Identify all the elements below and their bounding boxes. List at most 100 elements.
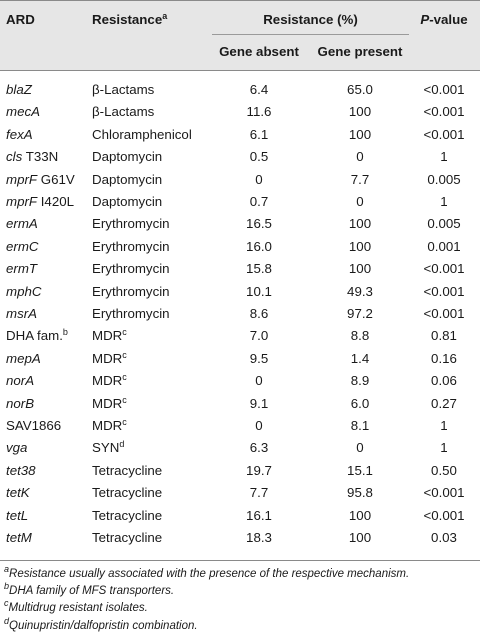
gene-absent-value: 9.5 xyxy=(249,350,269,366)
resistance-cell: Erythromycin xyxy=(92,239,170,255)
subheader-rule xyxy=(212,34,409,35)
resistance-class: Erythromycin xyxy=(92,261,170,277)
resistance-class: Erythromycin xyxy=(92,283,170,299)
gene-name: mphC xyxy=(6,283,42,299)
gene-absent-value: 8.6 xyxy=(249,306,269,321)
resistance-cell: β-Lactams xyxy=(92,82,154,98)
gene-name-cell: norB xyxy=(6,396,34,412)
resistance-class: β-Lactams xyxy=(92,82,155,97)
gene-name-cell: tetM xyxy=(6,530,32,546)
resistance-class: SYN xyxy=(92,440,120,456)
footnote-mark: d xyxy=(4,615,10,626)
resistance-footnote-mark: c xyxy=(122,349,127,360)
resistance-class: MDR xyxy=(92,373,123,389)
gene-absent-value: 6.4 xyxy=(249,82,269,97)
gene-present-value: 95.8 xyxy=(347,485,373,501)
header-gene-present: Gene present xyxy=(317,44,403,59)
gene-present-value: 100 xyxy=(348,216,372,232)
gene-name-cell: DHA fam.b xyxy=(6,328,68,344)
gene-name-cell: vga xyxy=(6,440,27,456)
gene-name: mepA xyxy=(6,350,41,366)
gene-name: vga xyxy=(6,440,28,456)
gene-present-value: 6.0 xyxy=(350,395,370,411)
footnote: dQuinupristin/dalfopristin combination. xyxy=(4,615,198,633)
resistance-class: MDR xyxy=(92,350,123,366)
p-value: 1 xyxy=(440,194,448,209)
resistance-class: Erythromycin xyxy=(92,238,170,254)
resistance-cell: Tetracycline xyxy=(92,463,162,479)
gene-absent-value: 10.1 xyxy=(246,283,272,299)
resistance-cell: MDRc xyxy=(92,373,127,389)
gene-name-cell: tetL xyxy=(6,508,28,524)
p-value: 0.06 xyxy=(431,373,457,389)
gene-present-value: 97.2 xyxy=(347,306,373,321)
gene-name: mprF xyxy=(6,194,38,209)
gene-variant: I420L xyxy=(37,194,75,209)
p-value: 0.50 xyxy=(431,462,457,478)
p-value: 0.005 xyxy=(427,216,461,232)
gene-name: DHA fam. xyxy=(6,328,63,344)
p-value: 1 xyxy=(440,149,448,165)
resistance-cell: MDRc xyxy=(92,349,127,367)
resistance-class: MDR xyxy=(92,328,123,344)
gene-name-cell: mecA xyxy=(6,104,40,120)
resistance-class: Tetracycline xyxy=(92,462,163,478)
gene-present-value: 0 xyxy=(356,194,364,209)
header-resistance: Resistancea xyxy=(92,11,168,28)
footnote-text: Quinupristin/dalfopristin combination. xyxy=(9,619,198,632)
p-value: 1 xyxy=(440,418,448,433)
resistance-footnote-mark: c xyxy=(122,327,127,338)
resistance-class: Chloramphenicol xyxy=(92,126,192,142)
gene-name: mecA xyxy=(6,104,40,120)
gene-absent-value: 16.5 xyxy=(246,216,272,232)
p-value: 0.16 xyxy=(431,350,457,366)
p-value: 0.001 xyxy=(427,238,461,254)
p-value: <0.001 xyxy=(423,507,465,523)
resistance-cell: Erythromycin xyxy=(92,261,170,277)
gene-name-cell: SAV1866 xyxy=(6,418,61,434)
resistance-class: Erythromycin xyxy=(92,216,170,232)
resistance-cell: SYNd xyxy=(92,440,124,456)
footnote-mark: c xyxy=(4,598,9,609)
gene-name: tet38 xyxy=(6,462,36,478)
gene-absent-value: 15.8 xyxy=(246,261,272,277)
p-value: <0.001 xyxy=(423,261,465,277)
resistance-class: Tetracycline xyxy=(92,507,163,523)
footnote-mark: a xyxy=(4,564,10,574)
gene-name: fexA xyxy=(6,126,33,142)
gene-absent-value: 11.6 xyxy=(246,104,272,120)
p-value: <0.001 xyxy=(423,485,465,501)
gene-name: SAV1866 xyxy=(6,418,62,433)
gene-name-cell: mepA xyxy=(6,351,41,367)
gene-name-cell: tetK xyxy=(6,485,30,501)
resistance-cell: Daptomycin xyxy=(92,194,162,210)
p-value: 1 xyxy=(440,440,448,456)
gene-present-value: 8.1 xyxy=(350,418,370,433)
resistance-cell: Tetracycline xyxy=(92,530,162,546)
gene-absent-value: 0.7 xyxy=(249,194,269,209)
top-rule xyxy=(0,0,480,1)
bottom-rule xyxy=(0,560,480,561)
gene-name-cell: blaZ xyxy=(6,82,32,98)
resistance-class: MDR xyxy=(92,395,123,411)
footnote: aResistance usually associated with the … xyxy=(4,564,409,581)
resistance-footnote-mark: c xyxy=(122,417,127,427)
header-gene-absent: Gene absent xyxy=(219,44,299,59)
gene-present-value: 7.7 xyxy=(350,171,370,187)
gene-absent-value: 6.1 xyxy=(249,126,269,142)
gene-name: blaZ xyxy=(6,82,32,97)
p-value: 0.005 xyxy=(427,171,461,187)
resistance-cell: MDRc xyxy=(92,418,127,434)
gene-name: tetK xyxy=(6,485,30,501)
gene-name: ermC xyxy=(6,238,39,254)
gene-absent-value: 16.1 xyxy=(246,507,272,523)
gene-absent-value: 0 xyxy=(255,373,263,389)
resistance-class: Daptomycin xyxy=(92,194,163,209)
resistance-footnote-mark: d xyxy=(119,439,125,450)
resistance-footnote-mark: c xyxy=(122,394,127,405)
gene-present-value: 100 xyxy=(348,507,372,523)
footnote-text: Multidrug resistant isolates. xyxy=(8,602,148,615)
gene-name: mprF xyxy=(6,171,38,187)
resistance-class: Erythromycin xyxy=(92,306,170,321)
resistance-class: Tetracycline xyxy=(92,485,163,501)
